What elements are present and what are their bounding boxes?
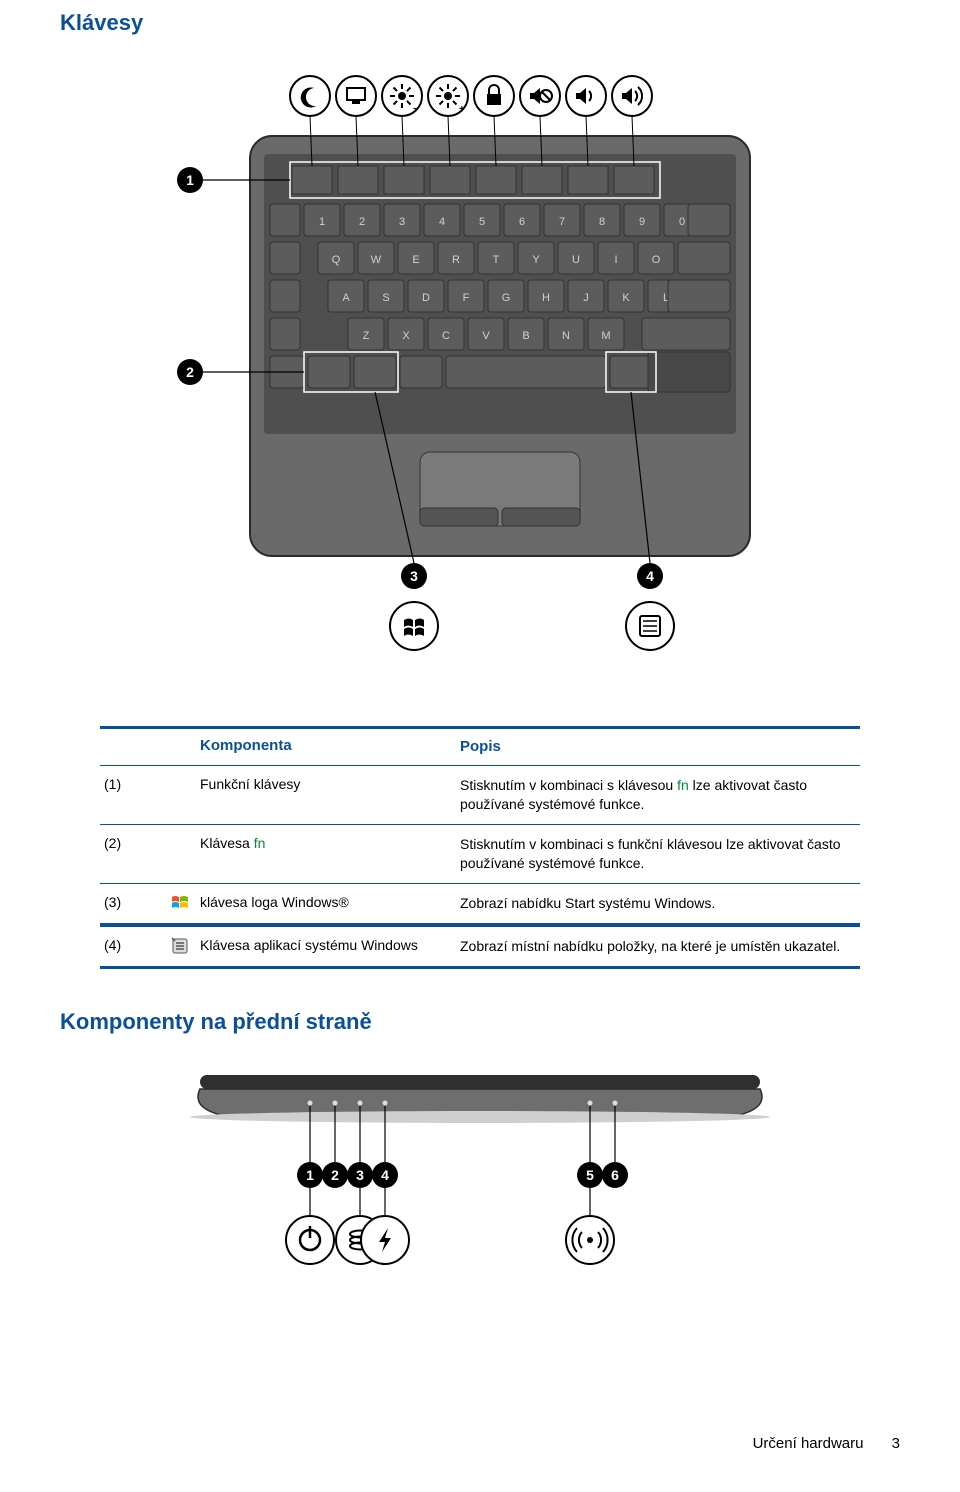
row-description: Zobrazí nabídku Start systému Windows. — [460, 894, 860, 913]
svg-text:F: F — [463, 292, 470, 304]
svg-text:K: K — [622, 292, 630, 304]
svg-text:R: R — [452, 254, 460, 266]
heading-front: Komponenty na přední straně — [60, 1009, 900, 1035]
svg-text:S: S — [382, 292, 389, 304]
svg-text:J: J — [583, 292, 589, 304]
keys-table: Komponenta Popis (1)Funkční klávesyStisk… — [100, 726, 860, 969]
row-description: Stisknutím v kombinaci s klávesou fn lze… — [460, 776, 860, 814]
table-row: (2) Klávesa fnStisknutím v kombinaci s fu… — [100, 825, 860, 884]
svg-text:H: H — [542, 292, 550, 304]
table-row: (3) klávesa loga Windows®Zobrazí nabídku … — [100, 884, 860, 924]
heading-klavesy: Klávesy — [60, 10, 900, 36]
row-name: Funkční klávesy — [200, 776, 460, 792]
front-diagram: 1 2 3 4 5 6 — [60, 1055, 900, 1315]
row-description: Stisknutím v kombinaci s funkční kláveso… — [460, 835, 860, 873]
svg-text:T: T — [493, 254, 500, 266]
table-header-komponenta: Komponenta — [200, 737, 460, 757]
svg-text:I: I — [614, 254, 617, 266]
svg-text:C: C — [442, 330, 450, 342]
svg-text:A: A — [342, 292, 350, 304]
svg-text:5: 5 — [586, 1167, 594, 1183]
svg-text:2: 2 — [186, 364, 194, 380]
svg-text:Z: Z — [363, 330, 370, 342]
page-footer: Určení hardwaru 3 — [60, 1435, 900, 1452]
svg-text:4: 4 — [381, 1167, 389, 1183]
svg-text:2: 2 — [359, 216, 365, 228]
svg-text:N: N — [562, 330, 570, 342]
svg-text:3: 3 — [399, 216, 405, 228]
row-description: Zobrazí místní nabídku položky, na které… — [460, 937, 860, 956]
svg-text:W: W — [371, 254, 382, 266]
keyboard-diagram: −+1234567890QWERTYUIOPASDFGHJKLZXCVBNM12… — [60, 56, 900, 696]
svg-text:E: E — [412, 254, 419, 266]
row-number: (4) — [100, 937, 160, 953]
svg-text:1: 1 — [306, 1167, 314, 1183]
svg-text:X: X — [402, 330, 410, 342]
svg-text:D: D — [422, 292, 430, 304]
row-number: (1) — [100, 776, 160, 792]
svg-text:6: 6 — [519, 216, 525, 228]
row-name: Klávesa aplikací systému Windows — [200, 937, 460, 953]
table-header-row: Komponenta Popis — [100, 729, 860, 766]
row-name: klávesa loga Windows® — [200, 894, 460, 910]
row-name: Klávesa fn — [200, 835, 460, 851]
table-header-popis: Popis — [460, 737, 860, 757]
svg-text:Y: Y — [532, 254, 540, 266]
svg-text:5: 5 — [479, 216, 485, 228]
svg-text:V: V — [482, 330, 490, 342]
table-row: (1) Funkční klávesyStisknutím v kombinaci… — [100, 766, 860, 825]
svg-text:M: M — [601, 330, 610, 342]
svg-text:G: G — [502, 292, 511, 304]
svg-text:9: 9 — [639, 216, 645, 228]
row-icon — [160, 894, 200, 912]
row-number: (2) — [100, 835, 160, 851]
svg-text:2: 2 — [331, 1167, 339, 1183]
footer-page: 3 — [892, 1435, 900, 1452]
svg-text:O: O — [652, 254, 661, 266]
svg-text:6: 6 — [611, 1167, 619, 1183]
svg-text:3: 3 — [356, 1167, 364, 1183]
svg-text:Q: Q — [332, 254, 341, 266]
footer-text: Určení hardwaru — [753, 1435, 864, 1452]
row-number: (3) — [100, 894, 160, 910]
svg-text:1: 1 — [186, 172, 194, 188]
svg-text:B: B — [522, 330, 529, 342]
svg-text:4: 4 — [439, 216, 445, 228]
svg-text:7: 7 — [559, 216, 565, 228]
svg-text:U: U — [572, 254, 580, 266]
svg-text:+: + — [459, 104, 465, 115]
svg-text:3: 3 — [410, 568, 418, 584]
svg-text:−: − — [413, 104, 419, 115]
svg-text:1: 1 — [319, 216, 325, 228]
row-icon — [160, 937, 200, 955]
svg-text:8: 8 — [599, 216, 605, 228]
svg-text:0: 0 — [679, 216, 685, 228]
svg-text:4: 4 — [646, 568, 654, 584]
table-row: (4) Klávesa aplikací systému WindowsZobra… — [100, 924, 860, 966]
